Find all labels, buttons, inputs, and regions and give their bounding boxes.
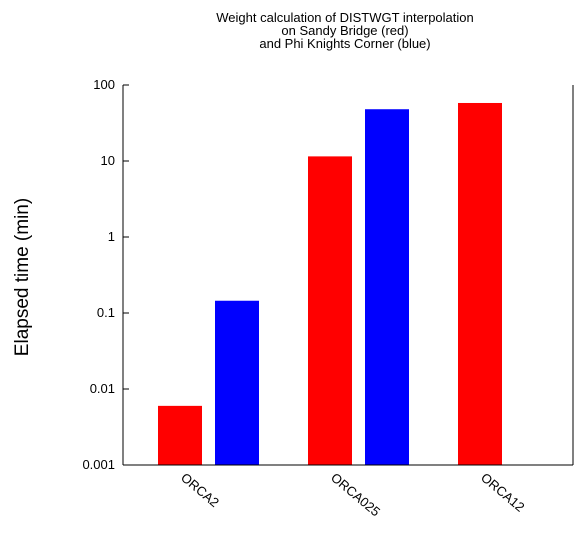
y-tick-label-5: 100 — [93, 77, 115, 92]
bar-orca025-series-0 — [308, 156, 352, 465]
chart-title-line-2: on Sandy Bridge (red) — [281, 23, 409, 38]
x-tick-label-orca12: ORCA12 — [478, 470, 528, 515]
bar-orca2-series-0 — [158, 405, 202, 465]
bars-layer — [158, 102, 502, 466]
x-tick-label-orca2: ORCA2 — [178, 470, 222, 510]
bar-orca2-series-1 — [215, 300, 259, 465]
chart-title-line-3: and Phi Knights Corner (blue) — [259, 36, 431, 51]
y-tick-label-4: 10 — [101, 153, 115, 168]
y-tick-label-2: 0.1 — [97, 305, 115, 320]
chart-title-line-1: Weight calculation of DISTWGT interpolat… — [216, 10, 474, 25]
y-tick-label-1: 0.01 — [90, 381, 115, 396]
y-axis-label: Elapsed time (min) — [12, 198, 33, 356]
y-tick-label-3: 1 — [108, 229, 115, 244]
bar-orca025-series-1 — [365, 109, 409, 466]
x-tick-label-orca025: ORCA025 — [328, 470, 383, 520]
bar-orca12-series-0 — [458, 102, 502, 466]
y-tick-label-0: 0.001 — [82, 457, 115, 472]
